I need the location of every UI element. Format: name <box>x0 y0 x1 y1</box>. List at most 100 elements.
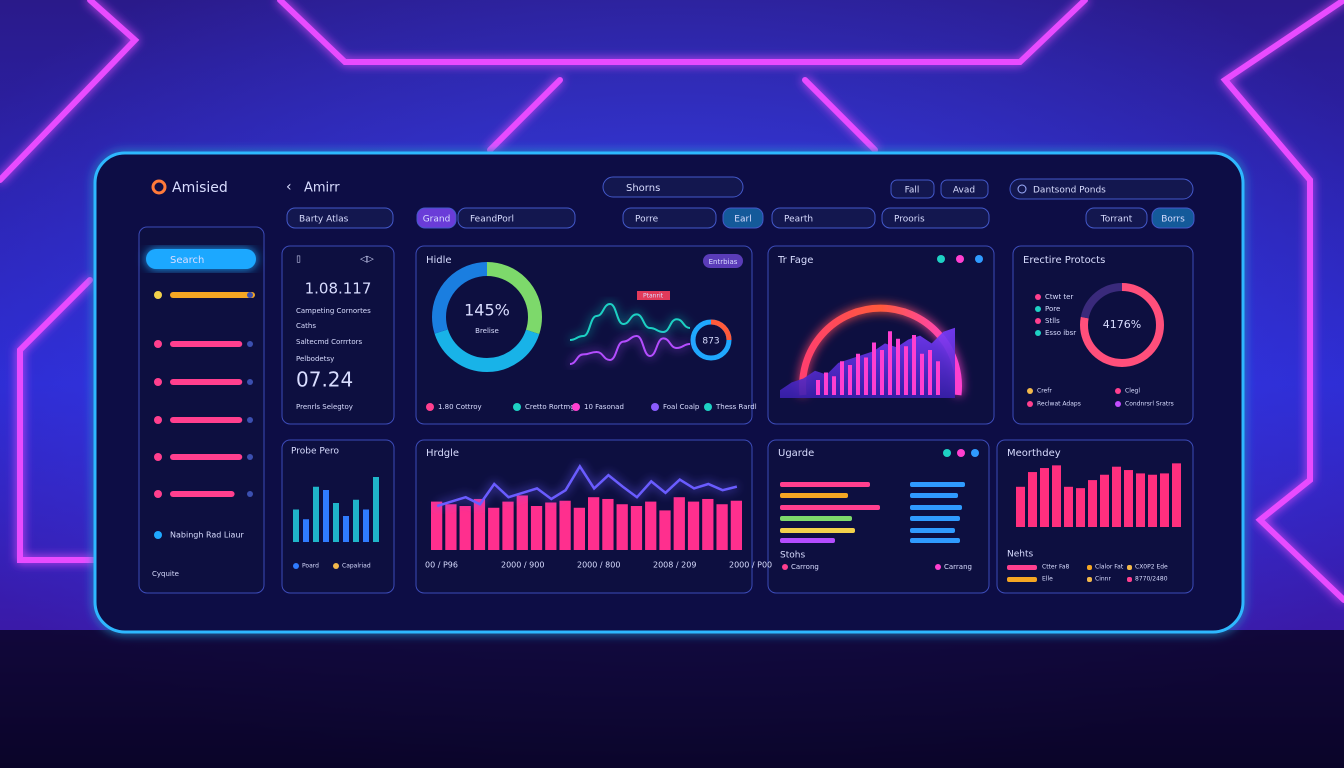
dot <box>971 449 979 457</box>
ugarde-card <box>767 439 990 594</box>
card-title: Hrdgle <box>426 448 459 459</box>
bar <box>530 506 543 550</box>
wave-label: Ptanrit <box>643 293 664 300</box>
bar <box>1016 486 1025 527</box>
sidebar-bar <box>170 491 235 497</box>
donut-segment <box>432 262 542 372</box>
filter-pill[interactable] <box>722 207 764 229</box>
filter-pill[interactable] <box>457 207 576 229</box>
bar <box>912 335 916 395</box>
bar <box>333 503 339 542</box>
filter-label: Torrant <box>1100 215 1133 225</box>
card-icon: ◁▷ <box>360 255 374 265</box>
legend-dot <box>935 564 941 570</box>
summary-line: Saltecmd Corrrtors <box>296 338 363 346</box>
card-title: Meorthdey <box>1007 448 1061 459</box>
summary-footer: Prenrls Selegtoy <box>296 403 353 411</box>
account-box[interactable] <box>1009 178 1194 200</box>
legend-dot <box>782 564 788 570</box>
badge-label: Entrbias <box>709 258 738 266</box>
bar <box>928 350 932 395</box>
side-label: Esso ibsr <box>1045 329 1076 337</box>
filter-label: FeandPorl <box>470 215 514 225</box>
bar <box>936 361 940 395</box>
legend-label: 1.80 Cottroy <box>438 403 482 411</box>
legend-swatch <box>1007 577 1037 582</box>
bar <box>872 342 876 395</box>
x-label: 2000 / P00 <box>729 561 772 570</box>
legend-label: Foal Coalp <box>663 403 700 411</box>
bar <box>856 353 860 395</box>
card-title: Erectire Protocts <box>1023 255 1105 266</box>
filter-pill[interactable] <box>1085 207 1148 229</box>
filter-pill[interactable] <box>286 207 394 229</box>
wave-line <box>569 334 691 365</box>
sidebar-bottom[interactable]: Cyquite <box>152 570 179 578</box>
bar <box>1136 473 1145 527</box>
hbar <box>780 505 880 510</box>
search-box[interactable] <box>602 176 744 198</box>
filter-label: Pearth <box>784 215 813 225</box>
sidebar-dot <box>154 340 162 348</box>
action-button[interactable] <box>940 179 989 199</box>
sidebar-knob <box>247 454 253 460</box>
legend-dot <box>293 563 299 569</box>
hbar <box>780 482 870 487</box>
dot <box>975 255 983 263</box>
bar <box>573 507 585 550</box>
legend-label: Crefr <box>1037 388 1052 395</box>
sidebar-dot <box>154 378 162 386</box>
bar <box>880 350 884 395</box>
sidebar-active[interactable] <box>146 249 256 269</box>
x-label: 2000 / 800 <box>577 561 620 570</box>
back-icon[interactable]: ‹ <box>286 179 292 195</box>
bar <box>888 331 892 395</box>
hbar <box>910 528 955 533</box>
side-label: Stlls <box>1045 317 1060 325</box>
bar <box>1076 488 1085 527</box>
hbar <box>780 493 848 498</box>
hbar <box>910 493 958 498</box>
sidebar-bar <box>170 341 243 347</box>
legend-label: Reclwat Adaps <box>1037 401 1081 408</box>
sidebar-knob <box>247 379 253 385</box>
wave-line <box>569 302 691 341</box>
summary-line: Caths <box>296 322 316 330</box>
sidebar-bar <box>170 292 255 298</box>
sidebar-dot <box>154 490 162 498</box>
hbar <box>780 528 855 533</box>
hbar <box>910 482 965 487</box>
summary-highlight: 07.24 <box>296 368 353 392</box>
legend-label: Poard <box>302 563 319 570</box>
dot <box>956 255 964 263</box>
bar <box>716 504 728 550</box>
donut-center: 145% <box>464 301 510 320</box>
filter-pill[interactable] <box>1151 207 1195 229</box>
filter-pill[interactable] <box>416 207 457 229</box>
hbar <box>910 505 962 510</box>
legend-dot <box>1115 401 1121 407</box>
legend-dot <box>333 563 339 569</box>
legend-label: 8770/2480 <box>1135 576 1168 583</box>
filter-pill[interactable] <box>771 207 876 229</box>
legend-label: Elle <box>1042 576 1053 583</box>
legend-dot <box>572 403 580 411</box>
bar <box>363 509 369 542</box>
badge <box>703 254 743 268</box>
filter-pill[interactable] <box>622 207 717 229</box>
action-button[interactable] <box>890 179 935 199</box>
nav-title[interactable]: Amirr <box>304 181 340 196</box>
bar <box>303 519 309 542</box>
x-label: 2008 / 209 <box>653 561 696 570</box>
sidebar-footer-item[interactable]: Nabingh Rad Liaur <box>170 531 245 540</box>
legend-swatch <box>1007 565 1037 570</box>
side-label: Ctwt ter <box>1045 293 1073 301</box>
bar <box>1040 468 1049 527</box>
bar <box>323 490 329 542</box>
filter-pill[interactable] <box>881 207 990 229</box>
hbar <box>910 538 960 543</box>
legend-swatch <box>1087 565 1092 570</box>
filter-label: Earl <box>734 215 751 225</box>
legend-dot <box>704 403 712 411</box>
